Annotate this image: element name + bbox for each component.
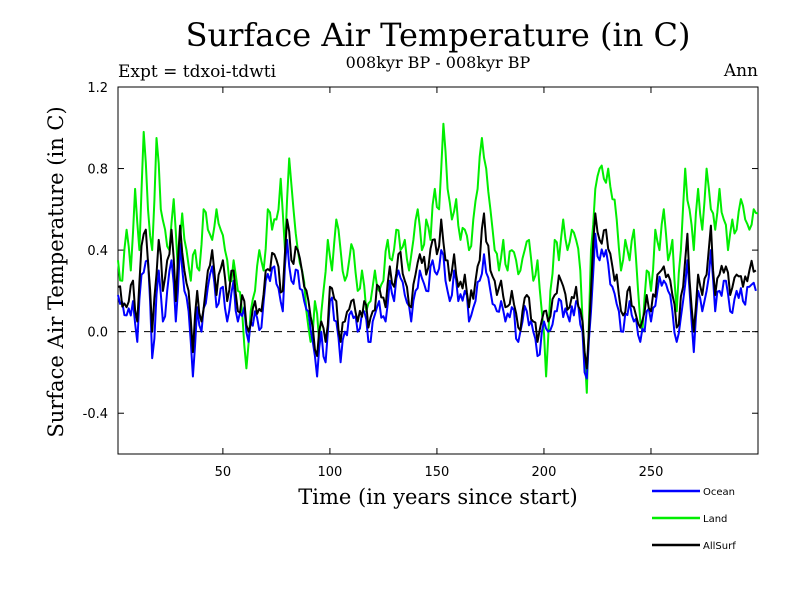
x-tick-label: 50 xyxy=(215,465,232,480)
series-layer xyxy=(117,122,759,394)
series-line-ocean xyxy=(117,232,757,380)
season-label: Ann xyxy=(723,61,758,81)
y-tick-label: 0.8 xyxy=(87,163,108,178)
x-tick-label: 200 xyxy=(532,465,557,480)
y-tick-label: 0.4 xyxy=(87,244,108,259)
x-axis-label: Time (in years since start) xyxy=(298,485,578,509)
y-tick-label: 1.2 xyxy=(87,81,108,96)
legend-label-ocean: Ocean xyxy=(703,487,735,498)
x-tick-label: 100 xyxy=(317,465,342,480)
chart-title: Surface Air Temperature (in C) xyxy=(185,16,691,54)
legend-label-land: Land xyxy=(703,514,727,525)
legend-label-allsurf: AllSurf xyxy=(703,541,736,552)
chart-subtitle: 008kyr BP - 008kyr BP xyxy=(345,53,531,72)
y-tick-label: 0.0 xyxy=(87,326,108,341)
axis-ticks: -0.4 0.0 0.4 0.8 1.2 50 100 150 200 250 xyxy=(83,81,758,480)
y-tick-label: -0.4 xyxy=(83,407,108,422)
legend: Ocean Land AllSurf xyxy=(652,487,736,552)
experiment-label: Expt = tdxoi-tdwti xyxy=(118,62,277,82)
series-line-land xyxy=(117,122,759,394)
plot-frame xyxy=(117,86,759,455)
x-tick-label: 150 xyxy=(425,465,450,480)
series-line-allsurf xyxy=(117,212,757,370)
x-tick-label: 250 xyxy=(639,465,664,480)
